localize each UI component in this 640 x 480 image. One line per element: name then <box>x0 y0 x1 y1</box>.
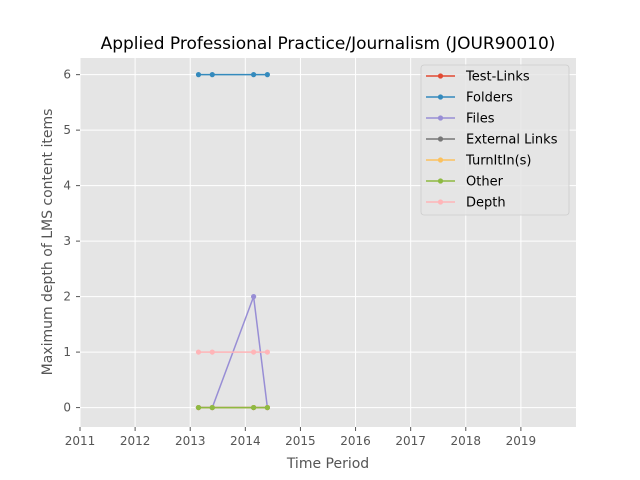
data-point-depth <box>195 349 202 355</box>
y-tick-label: 5 <box>63 123 71 137</box>
data-point-folders <box>195 72 202 78</box>
series-folders <box>195 72 270 78</box>
legend-marker-other <box>437 178 444 184</box>
legend-label-folders: Folders <box>466 91 513 106</box>
data-point-depth <box>251 349 257 355</box>
x-axis: 2011 2012 2013 2014 2015 2016 2017 2018 2019 <box>65 427 536 448</box>
y-axis-label: Maximum depth of LMS content items <box>40 109 56 376</box>
data-point-other <box>251 404 257 411</box>
legend-label-external-links: External Links <box>466 133 558 148</box>
legend-label-other: Other <box>466 175 504 190</box>
y-axis: 0 1 2 3 4 5 6 <box>63 68 80 415</box>
data-point-other <box>195 404 202 411</box>
x-tick-label: 2018 <box>451 434 482 448</box>
legend-marker-folders <box>437 94 444 100</box>
data-point-other <box>209 404 215 411</box>
legend-label-depth: Depth <box>466 196 506 211</box>
legend-label-files: Files <box>466 112 495 127</box>
x-tick-label: 2015 <box>285 434 316 448</box>
y-tick-label: 0 <box>63 401 71 415</box>
legend-box <box>420 64 570 216</box>
data-point-other <box>264 404 270 411</box>
legend-marker-depth <box>437 199 444 205</box>
data-point-files <box>251 294 257 300</box>
legend-marker-files <box>437 115 444 121</box>
chart-title: Applied Professional Practice/Journalism… <box>101 34 556 54</box>
series-other <box>195 404 270 411</box>
data-point-depth <box>209 349 215 355</box>
x-tick-label: 2014 <box>230 434 261 448</box>
data-point-depth <box>264 349 270 355</box>
y-tick-label: 4 <box>63 179 71 193</box>
x-tick-label: 2016 <box>340 434 371 448</box>
legend-marker-external-links <box>437 136 444 142</box>
x-tick-label: 2017 <box>395 434 426 448</box>
y-tick-label: 6 <box>63 68 71 82</box>
x-tick-label: 2012 <box>120 434 151 448</box>
x-axis-label: Time Period <box>286 456 369 472</box>
legend-marker-test-links <box>437 73 444 79</box>
x-tick-label: 2011 <box>65 434 96 448</box>
legend: Test-Links Folders Files External Links Turn… <box>420 64 570 216</box>
legend-label-turnitin-s: TurnItIn(s) <box>465 154 531 169</box>
series-layer <box>195 72 270 411</box>
data-point-folders <box>264 72 270 78</box>
x-tick-label: 2019 <box>506 434 537 448</box>
y-tick-label: 3 <box>63 234 71 248</box>
data-point-folders <box>251 72 257 78</box>
x-tick-label: 2013 <box>175 434 206 448</box>
series-depth <box>195 349 270 355</box>
y-tick-label: 1 <box>63 345 71 359</box>
legend-marker-turnitin-s <box>437 157 444 163</box>
y-tick-label: 2 <box>63 290 71 304</box>
legend-label-test-links: Test-Links <box>465 70 530 85</box>
data-point-folders <box>209 72 215 78</box>
